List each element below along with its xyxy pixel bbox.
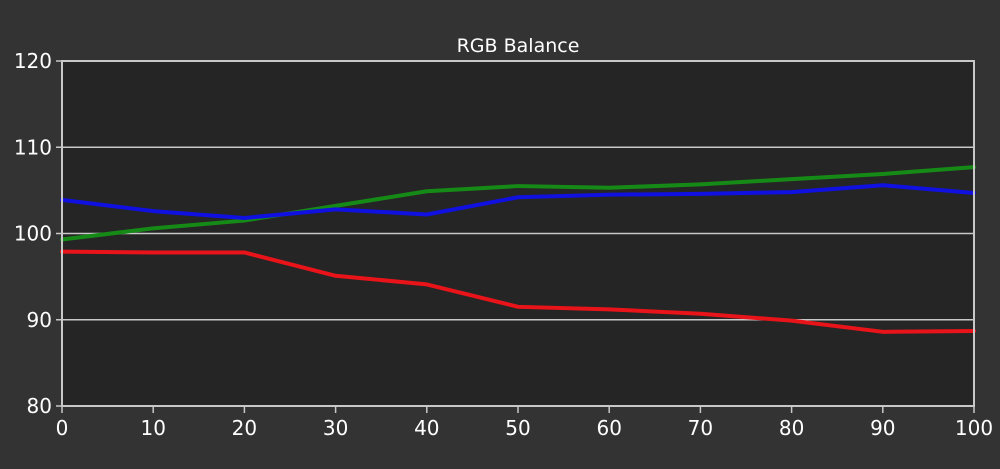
y-tick-label-120: 120	[14, 49, 52, 73]
y-tick-label-90: 90	[27, 308, 52, 332]
chart-title: RGB Balance	[457, 35, 580, 57]
series-lines	[60, 165, 976, 334]
x-tick-label-40: 40	[414, 416, 439, 440]
x-tick-label-80: 80	[779, 416, 804, 440]
y-tick-label-110: 110	[14, 135, 52, 159]
x-tick-label-100: 100	[955, 416, 993, 440]
series-line-0	[60, 249, 976, 334]
x-tick-label-50: 50	[505, 416, 530, 440]
y-tick-label-100: 100	[14, 222, 52, 246]
y-tick-label-80: 80	[27, 394, 52, 418]
grid-lines	[62, 146, 974, 321]
x-tick-label-20: 20	[232, 416, 257, 440]
x-tick-label-10: 10	[140, 416, 165, 440]
x-tick-label-30: 30	[323, 416, 348, 440]
series-line-1	[60, 165, 976, 242]
x-tick-label-90: 90	[870, 416, 895, 440]
x-tick-label-70: 70	[688, 416, 713, 440]
axes: 80 90 100 110 120 0 10 20 30 40 50 60 70 80 90 100	[14, 49, 993, 440]
x-tick-label-0: 0	[56, 416, 69, 440]
x-tick-label-60: 60	[596, 416, 621, 440]
series-line-2	[60, 183, 976, 220]
